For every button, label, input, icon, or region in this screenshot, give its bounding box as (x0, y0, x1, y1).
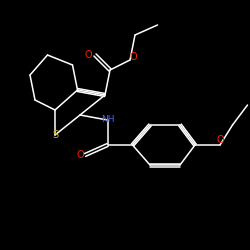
Text: NH: NH (101, 116, 114, 124)
Text: S: S (52, 130, 58, 140)
Text: O: O (85, 50, 92, 60)
Text: O: O (76, 150, 84, 160)
Text: O: O (216, 135, 224, 145)
Text: O: O (130, 52, 138, 62)
